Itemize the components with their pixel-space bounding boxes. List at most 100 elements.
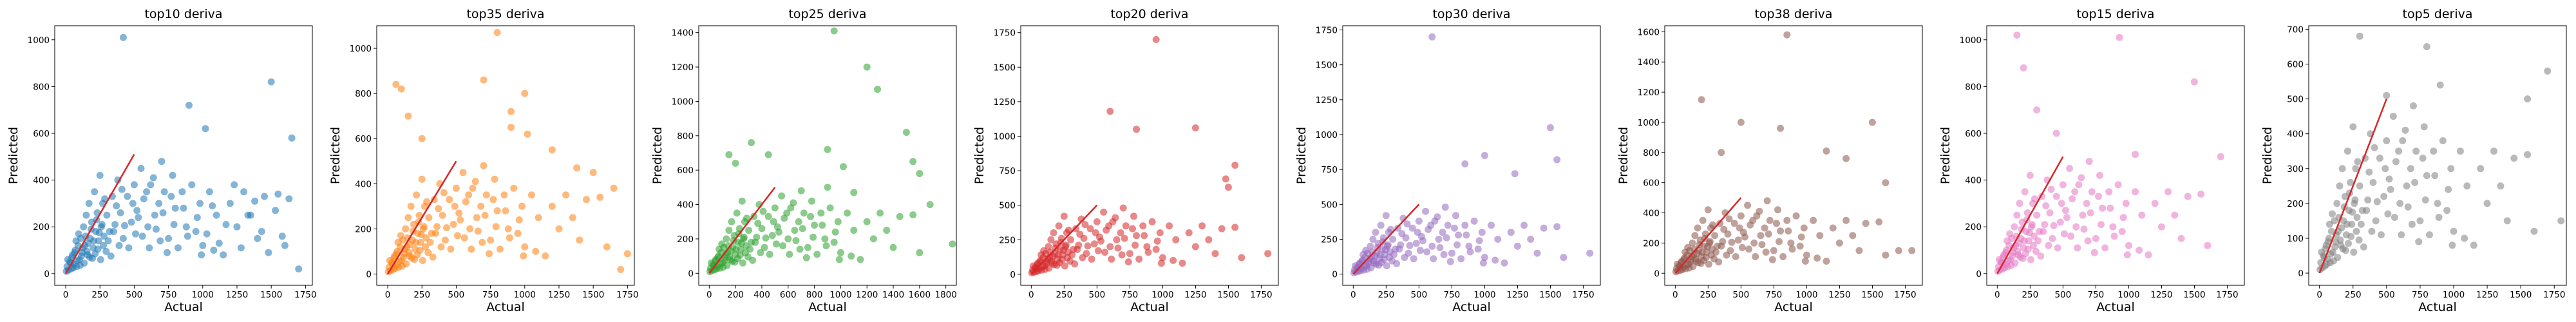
data-point [2052, 193, 2060, 200]
data-point [2060, 230, 2068, 238]
data-point [1444, 222, 1452, 229]
data-point [791, 227, 799, 234]
data-point [182, 223, 190, 231]
data-point [2052, 129, 2060, 137]
x-tick-label: 1250 [548, 290, 570, 300]
data-point [1372, 229, 1379, 236]
data-point [2357, 220, 2365, 228]
data-point [548, 202, 556, 210]
data-point [889, 243, 897, 251]
data-point [1428, 242, 1436, 250]
data-point [1785, 227, 1792, 235]
data-point [732, 245, 740, 253]
data-point [1699, 216, 1707, 224]
data-point [524, 130, 531, 138]
data-point [1501, 259, 1508, 267]
data-point [1139, 222, 1147, 230]
data-point [1507, 229, 1515, 236]
data-point [2448, 242, 2456, 249]
data-point [2092, 234, 2099, 242]
data-point [84, 240, 92, 247]
data-point [869, 235, 877, 243]
data-point [424, 249, 432, 256]
data-point [2037, 252, 2045, 260]
x-tick-label: 500 [448, 290, 465, 300]
data-point [265, 249, 272, 256]
data-point [400, 253, 407, 261]
data-point [1231, 223, 1239, 231]
data-point [1135, 255, 1143, 263]
y-tick-label: 1400 [1638, 57, 1660, 68]
y-tick-label: 400 [33, 176, 50, 186]
data-point [418, 135, 426, 142]
data-point [1527, 236, 1535, 243]
data-point [151, 211, 158, 219]
data-point [420, 223, 428, 231]
data-point [1749, 216, 1757, 224]
data-point [460, 234, 468, 242]
data-point [2470, 242, 2477, 249]
data-point [407, 202, 415, 210]
data-point [2067, 232, 2075, 240]
data-point [119, 234, 127, 242]
data-point [1124, 258, 1132, 266]
data-point [1488, 222, 1495, 229]
data-point [1081, 221, 1089, 229]
data-point [205, 188, 213, 196]
data-point [451, 202, 459, 210]
data-point [2132, 188, 2139, 196]
data-point [2356, 32, 2363, 40]
y-tick-label: 0 [1654, 269, 1660, 279]
data-point [844, 209, 851, 217]
data-point [596, 193, 604, 201]
data-point [2045, 242, 2052, 249]
data-point [231, 181, 238, 189]
data-point [1513, 242, 1521, 250]
data-point [2132, 151, 2139, 158]
data-point [2383, 137, 2391, 144]
data-point [1079, 254, 1086, 261]
x-tick-label: 250 [2022, 290, 2038, 300]
data-point [2114, 181, 2122, 189]
data-point [285, 195, 293, 203]
data-point [1882, 179, 1889, 187]
data-point [107, 252, 115, 260]
data-point [244, 211, 252, 219]
plot-frame [376, 25, 635, 286]
identity-line [2318, 99, 2387, 274]
data-point [819, 222, 826, 229]
data-point [2426, 231, 2433, 239]
data-point [1730, 220, 1738, 227]
data-point [1875, 218, 1883, 226]
data-point [1766, 216, 1774, 224]
data-point [2510, 155, 2518, 162]
data-point [1454, 241, 1461, 249]
identity-line [708, 187, 776, 274]
data-point [1446, 258, 1454, 265]
data-point [737, 240, 745, 247]
data-point [1814, 254, 1821, 262]
y-tick-label: 600 [1965, 129, 1982, 139]
data-point [1435, 236, 1443, 243]
data-point [1112, 214, 1119, 222]
data-point [459, 169, 467, 176]
x-tick-label: 750 [2412, 290, 2429, 300]
data-point [1698, 249, 1706, 256]
data-point [226, 200, 234, 207]
data-point [2075, 181, 2083, 189]
data-point [1130, 213, 1137, 220]
data-point [397, 232, 404, 240]
data-point [507, 108, 515, 115]
data-point [160, 188, 168, 196]
x-tick-label: 1250 [1828, 290, 1850, 300]
data-point [418, 175, 426, 183]
data-point [96, 171, 104, 179]
data-point [1800, 224, 1808, 232]
data-point [1718, 242, 1725, 250]
data-point [443, 224, 450, 232]
y-tick-label: 0 [1010, 270, 1016, 280]
x-tick-label: 1500 [1861, 290, 1883, 300]
data-point [1712, 249, 1720, 256]
data-point [471, 178, 479, 185]
data-point [830, 238, 838, 246]
